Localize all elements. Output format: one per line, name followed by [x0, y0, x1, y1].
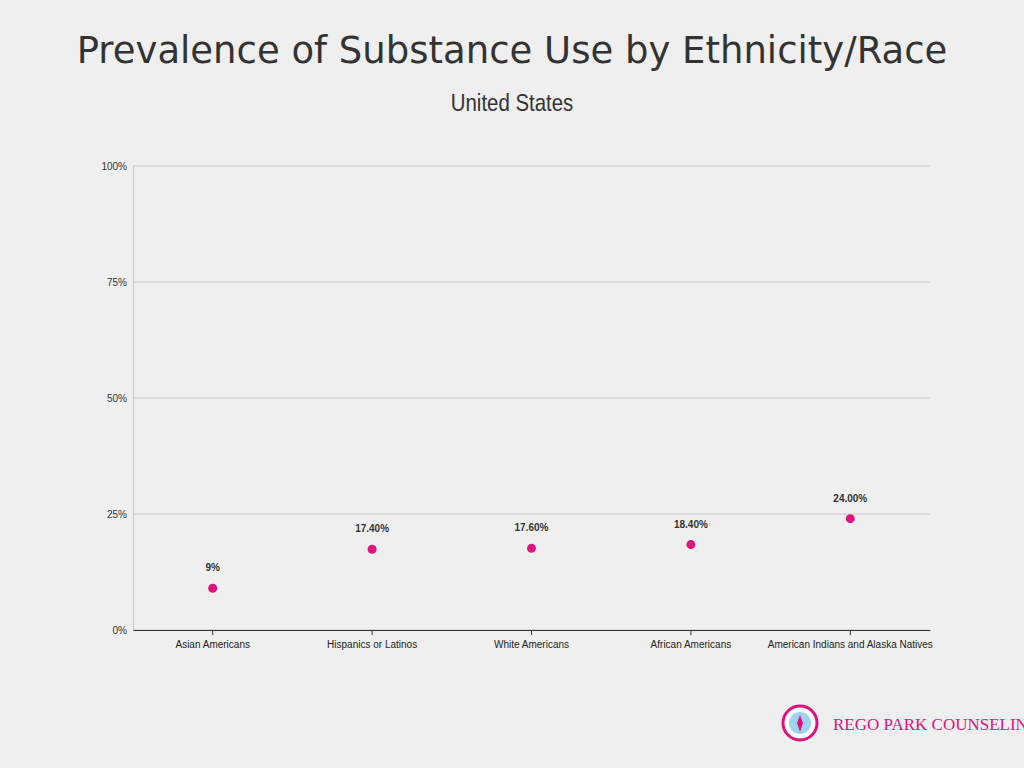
data-label: 18.40%	[674, 519, 708, 530]
chart: Prevalence of Substance Use by Ethnicity…	[0, 0, 1024, 768]
x-tick-label: African Americans	[651, 639, 732, 650]
logo-icon-inner	[789, 712, 811, 734]
y-tick-label: 100%	[101, 161, 127, 172]
point	[686, 540, 695, 549]
logo-figure	[797, 715, 803, 732]
subtitle: United States	[451, 89, 573, 116]
x-tick: Asian Americans	[175, 630, 249, 650]
data-label: 17.40%	[355, 523, 389, 534]
x-tick: African Americans	[651, 630, 732, 650]
y-tick: 50%	[107, 393, 133, 404]
data-label: 17.60%	[515, 522, 549, 533]
x-tick-label: Hispanics or Latinos	[327, 639, 417, 650]
data-labels: 9% 17.40% 17.60% 18.40% 24.00%	[205, 493, 867, 574]
data-label: 9%	[205, 562, 220, 573]
y-tick-label: 25%	[107, 509, 127, 520]
grid	[133, 166, 930, 630]
y-tick: 75%	[107, 277, 133, 288]
point	[846, 514, 855, 523]
points	[208, 514, 855, 593]
logo	[783, 706, 817, 740]
y-axis-line	[133, 167, 134, 631]
data-label: 24.00%	[833, 493, 867, 504]
grid-line	[133, 282, 930, 283]
x-axis: Asian Americans Hispanics or Latinos White…	[134, 630, 933, 650]
grid-line	[133, 514, 930, 515]
y-tick-label: 75%	[107, 277, 127, 288]
x-tick-mark	[531, 630, 532, 635]
x-tick-label: Asian Americans	[175, 639, 249, 650]
y-tick-label: 0%	[113, 625, 128, 636]
x-tick-mark	[850, 630, 851, 635]
grid-line	[133, 166, 930, 167]
grid-line	[133, 398, 930, 399]
y-tick: 0%	[113, 625, 133, 636]
plot: 0% 25% 50% 75% 100% Asian Americans Hispanics …	[101, 161, 932, 650]
x-tick-mark	[212, 630, 213, 635]
x-tick-label: White Americans	[494, 639, 569, 650]
background	[0, 0, 1024, 768]
y-tick: 100%	[101, 161, 133, 172]
title: Prevalence of Substance Use by Ethnicity…	[77, 29, 948, 72]
x-tick-mark	[372, 630, 373, 635]
y-axis: 0% 25% 50% 75% 100%	[101, 161, 133, 636]
point	[368, 545, 377, 554]
point	[208, 584, 217, 593]
annotation: REGO PARK COUNSELING	[833, 715, 1024, 734]
y-tick-label: 50%	[107, 393, 127, 404]
y-tick: 25%	[107, 509, 133, 520]
x-tick: Hispanics or Latinos	[327, 630, 417, 650]
logo-icon	[783, 706, 817, 740]
x-tick-label: American Indians and Alaska Natives	[768, 639, 933, 650]
x-tick: White Americans	[494, 630, 569, 650]
x-tick: American Indians and Alaska Natives	[768, 630, 933, 650]
x-tick-mark	[690, 630, 691, 635]
point	[527, 544, 536, 553]
